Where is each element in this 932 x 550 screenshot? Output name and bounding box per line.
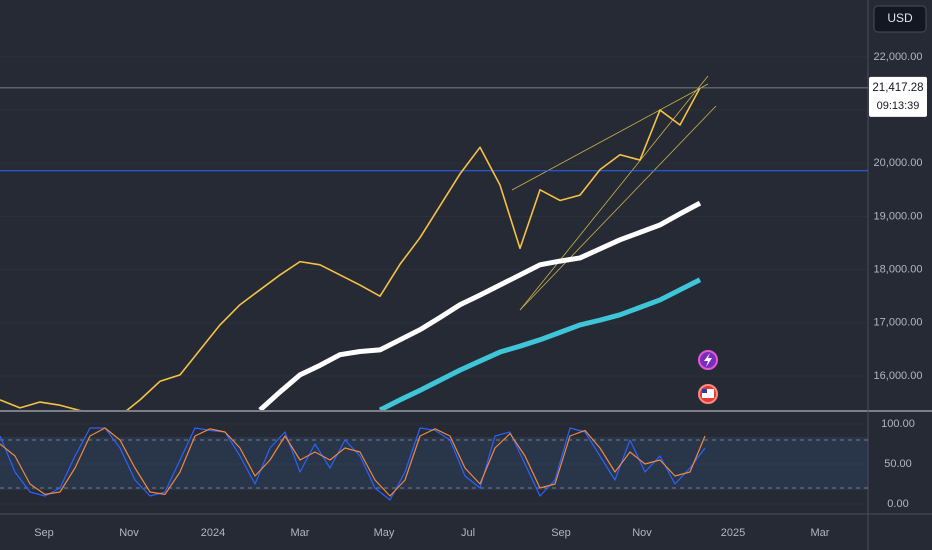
series-line (378, 277, 702, 410)
currency-button[interactable] (873, 5, 927, 33)
osc-band-fill (0, 437, 868, 490)
flag-canton (702, 389, 707, 393)
pane (0, 87, 868, 410)
series-line (0, 427, 706, 501)
x-tick-label: Mar (291, 527, 310, 539)
x-tick-label: May (374, 527, 395, 539)
price-tag (869, 76, 927, 117)
pane (0, 427, 868, 501)
currency[interactable]: USD (887, 11, 913, 25)
channel (511, 75, 717, 311)
x-tick-label: 2024 (201, 527, 225, 539)
x-tick-label: Nov (119, 527, 139, 539)
marks: 16,000.00 17,000.00 18,000.00 19,000.00 20,0… (0, 51, 927, 539)
channel-line (519, 105, 717, 311)
x-tick-label: 2025 (721, 527, 745, 539)
y-tick-label: 20,000.00 (874, 157, 923, 169)
x-tick-label: Jul (461, 527, 475, 539)
y-tick-label: 22,000.00 (874, 51, 923, 63)
y-tick-label: 16,000.00 (874, 370, 923, 382)
x-tick-label: Sep (551, 527, 571, 539)
y-tick-label: 100.00 (881, 418, 915, 430)
y-tick-label: 50.00 (884, 458, 912, 470)
flag-glyph (702, 389, 714, 398)
lightning-glyph (704, 353, 712, 367)
series-line (258, 200, 702, 410)
y-tick-label: 18,000.00 (874, 264, 923, 276)
y-tick-label: 17,000.00 (874, 317, 923, 329)
series-line (0, 87, 701, 410)
y-tick-label: 19,000.00 (874, 210, 923, 222)
x-tick-label: Sep (34, 527, 54, 539)
series-line (0, 427, 706, 497)
x-tick-label: Mar (811, 527, 830, 539)
countdown: 09:13:39 (877, 100, 920, 112)
channel-line (519, 75, 709, 311)
channel-line (511, 83, 709, 191)
y-tick-label: 0.00 (887, 498, 908, 510)
price-tag-label: 21,417.28 (872, 82, 923, 94)
x-tick-label: Nov (632, 527, 652, 539)
